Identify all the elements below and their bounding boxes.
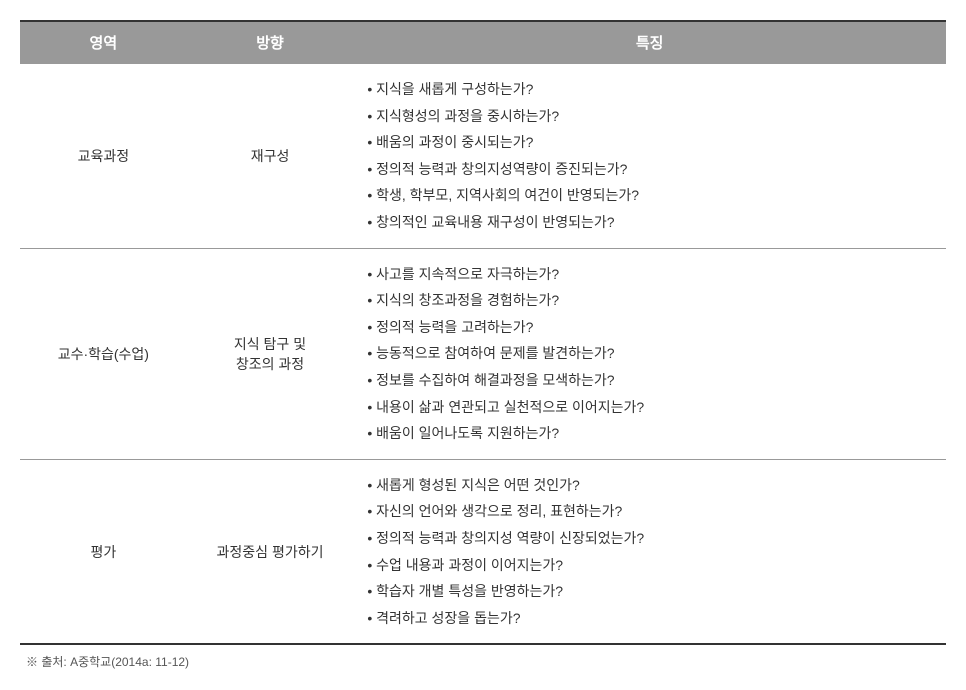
feature-item: • 지식형성의 과정을 중시하는가? [367,103,932,130]
direction-cell: 지식 탐구 및창조의 과정 [187,248,354,459]
table-header: 영역 방향 특징 [20,21,946,64]
source-footnote: ※ 출처: A중학교(2014a: 11-12) [20,653,946,670]
feature-item: • 배움이 일어나도록 지원하는가? [367,420,932,447]
feature-item: • 지식의 창조과정을 경험하는가? [367,287,932,314]
features-cell: • 지식을 새롭게 구성하는가?• 지식형성의 과정을 중시하는가?• 배움의 … [353,64,946,249]
feature-item: • 정의적 능력과 창의지성역량이 증진되는가? [367,156,932,183]
feature-item: • 새롭게 형성된 지식은 어떤 것인가? [367,472,932,499]
criteria-table: 영역 방향 특징 교육과정재구성• 지식을 새롭게 구성하는가?• 지식형성의 … [20,20,946,645]
features-cell: • 새롭게 형성된 지식은 어떤 것인가?• 자신의 언어와 생각으로 정리, … [353,459,946,644]
feature-item: • 학생, 학부모, 지역사회의 여건이 반영되는가? [367,182,932,209]
feature-item: • 자신의 언어와 생각으로 정리, 표현하는가? [367,498,932,525]
feature-item: • 사고를 지속적으로 자극하는가? [367,261,932,288]
feature-item: • 지식을 새롭게 구성하는가? [367,76,932,103]
feature-item: • 수업 내용과 과정이 이어지는가? [367,552,932,579]
table-row: 교육과정재구성• 지식을 새롭게 구성하는가?• 지식형성의 과정을 중시하는가… [20,64,946,249]
feature-item: • 격려하고 성장을 돕는가? [367,605,932,632]
feature-item: • 창의적인 교육내용 재구성이 반영되는가? [367,209,932,236]
direction-cell: 과정중심 평가하기 [187,459,354,644]
header-feature: 특징 [353,21,946,64]
area-cell: 교육과정 [20,64,187,249]
area-cell: 교수·학습(수업) [20,248,187,459]
header-direction: 방향 [187,21,354,64]
area-cell: 평가 [20,459,187,644]
feature-item: • 학습자 개별 특성을 반영하는가? [367,578,932,605]
table-row: 평가과정중심 평가하기• 새롭게 형성된 지식은 어떤 것인가?• 자신의 언어… [20,459,946,644]
direction-cell: 재구성 [187,64,354,249]
table-body: 교육과정재구성• 지식을 새롭게 구성하는가?• 지식형성의 과정을 중시하는가… [20,64,946,645]
header-area: 영역 [20,21,187,64]
feature-item: • 정의적 능력과 창의지성 역량이 신장되었는가? [367,525,932,552]
feature-item: • 정보를 수집하여 해결과정을 모색하는가? [367,367,932,394]
feature-item: • 정의적 능력을 고려하는가? [367,314,932,341]
feature-item: • 내용이 삶과 연관되고 실천적으로 이어지는가? [367,394,932,421]
features-cell: • 사고를 지속적으로 자극하는가?• 지식의 창조과정을 경험하는가?• 정의… [353,248,946,459]
feature-item: • 배움의 과정이 중시되는가? [367,129,932,156]
feature-item: • 능동적으로 참여하여 문제를 발견하는가? [367,340,932,367]
table-row: 교수·학습(수업)지식 탐구 및창조의 과정• 사고를 지속적으로 자극하는가?… [20,248,946,459]
